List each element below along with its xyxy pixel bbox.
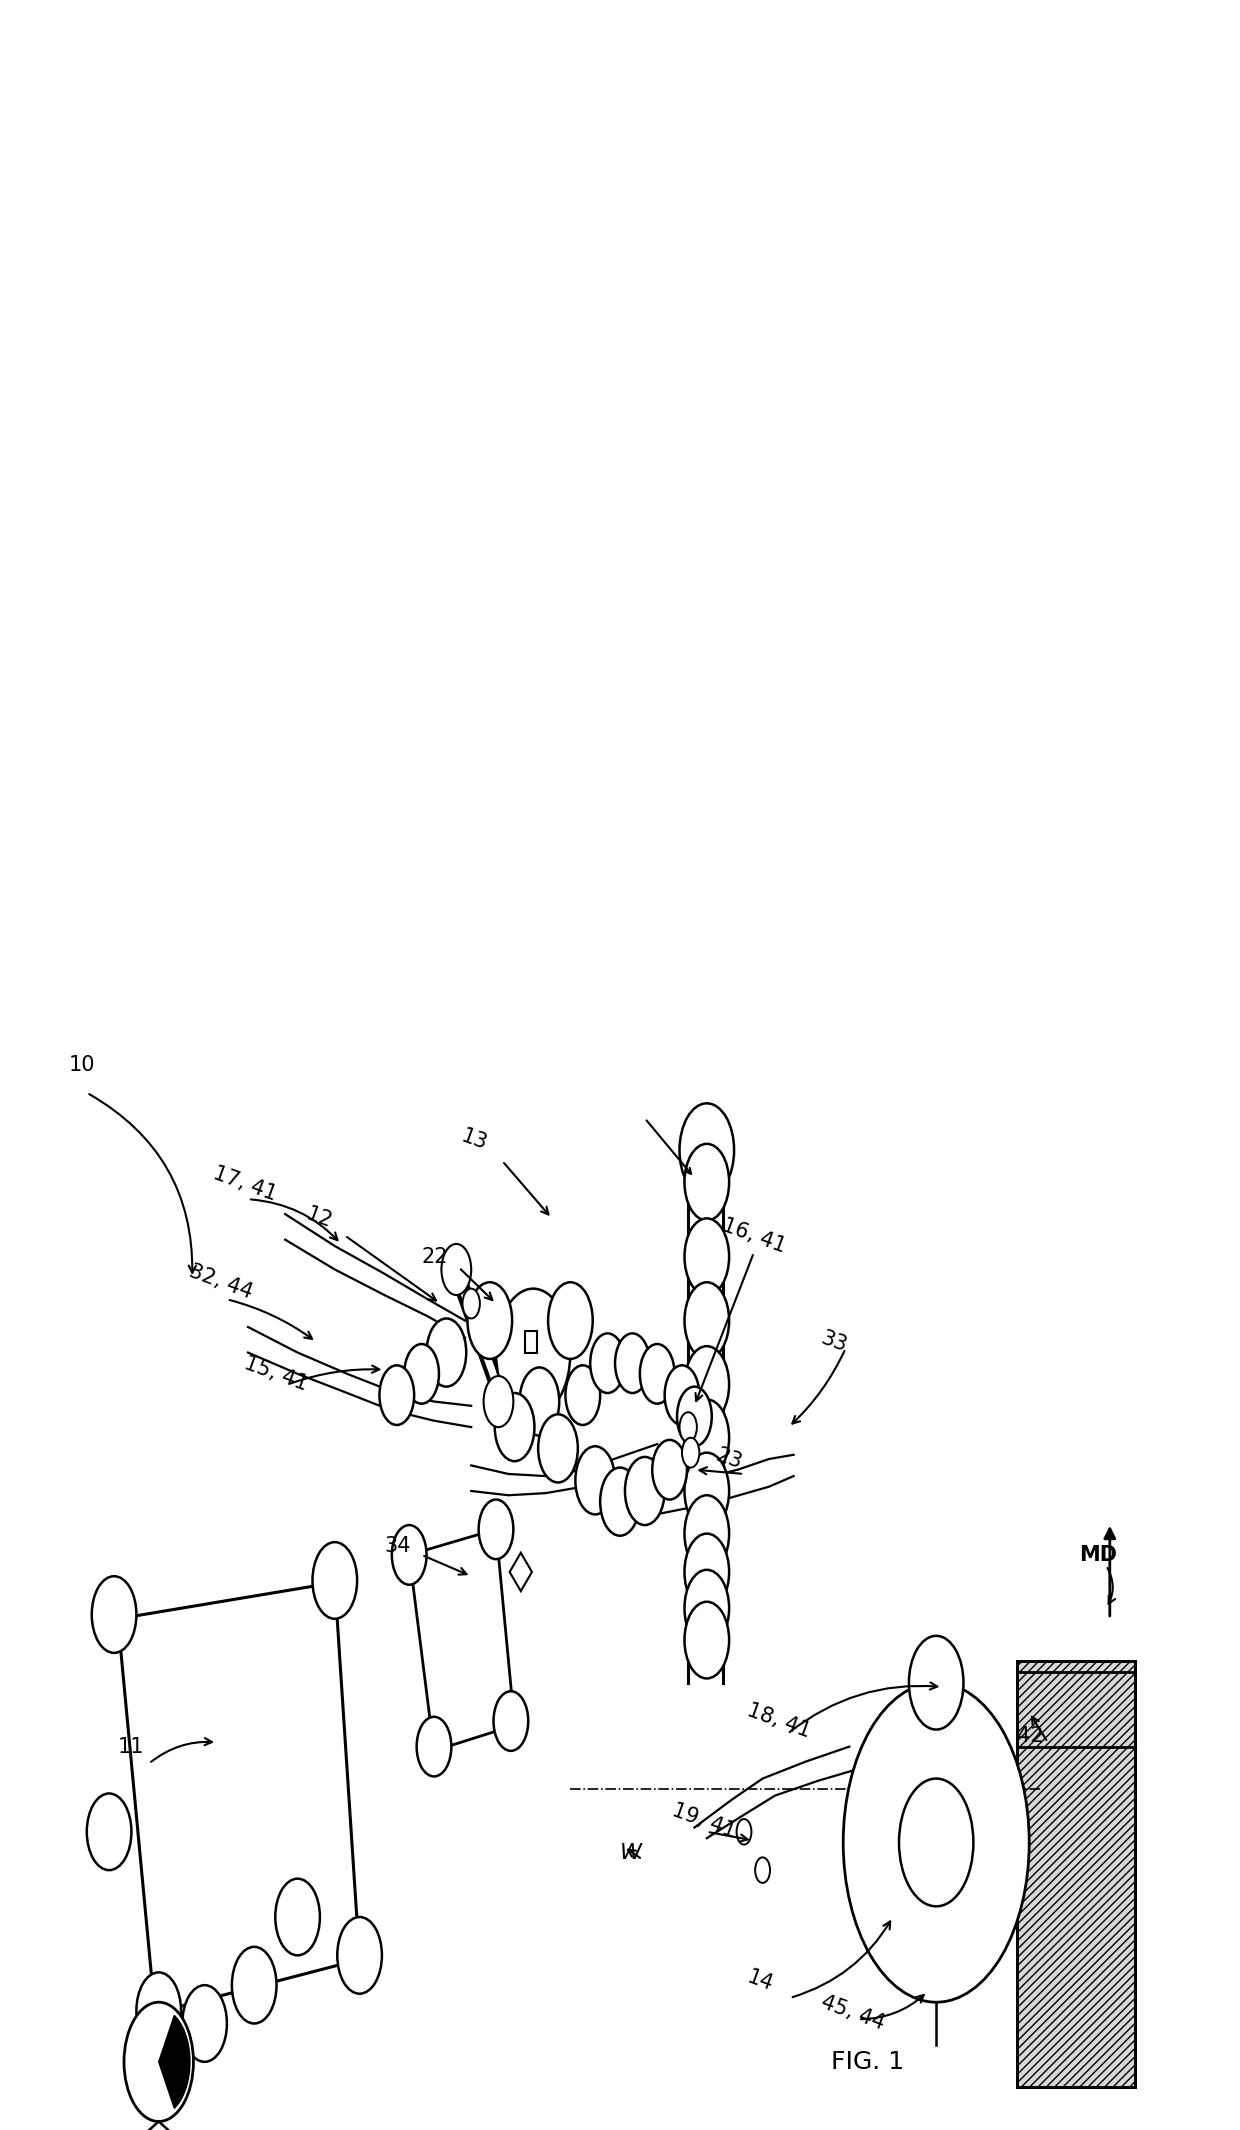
Circle shape [625, 1457, 665, 1525]
Circle shape [843, 1683, 1029, 2002]
Text: 23: 23 [713, 1444, 745, 1474]
Circle shape [684, 1282, 729, 1359]
Circle shape [136, 1972, 181, 2049]
Text: 45, 44: 45, 44 [818, 1992, 888, 2034]
Circle shape [182, 1985, 227, 2062]
Text: FIG. 1: FIG. 1 [831, 2049, 904, 2075]
Text: 12: 12 [304, 1203, 336, 1233]
Circle shape [87, 1793, 131, 1870]
Circle shape [684, 1399, 729, 1476]
Circle shape [232, 1947, 277, 2024]
Circle shape [909, 1636, 963, 1730]
Circle shape [684, 1218, 729, 1295]
Polygon shape [1017, 1661, 1135, 2087]
Circle shape [124, 2002, 193, 2121]
Text: 34: 34 [384, 1536, 410, 1557]
Text: MD: MD [1079, 1544, 1117, 1566]
Text: 19, 41: 19, 41 [670, 1800, 739, 1842]
Circle shape [92, 1576, 136, 1653]
Circle shape [467, 1282, 512, 1359]
Circle shape [479, 1500, 513, 1559]
Text: 10: 10 [68, 1054, 94, 1076]
Text: 32, 44: 32, 44 [186, 1261, 255, 1304]
Circle shape [615, 1333, 650, 1393]
Circle shape [312, 1542, 357, 1619]
Text: 13: 13 [459, 1125, 491, 1154]
Circle shape [680, 1412, 697, 1442]
Polygon shape [510, 1553, 532, 1591]
Text: 17, 41: 17, 41 [211, 1163, 280, 1206]
Circle shape [665, 1365, 699, 1425]
Polygon shape [409, 1529, 515, 1751]
Circle shape [496, 1289, 570, 1416]
Circle shape [684, 1495, 729, 1572]
Circle shape [684, 1534, 729, 1610]
Circle shape [548, 1282, 593, 1359]
Bar [525, 1331, 537, 1353]
Text: 16, 41: 16, 41 [719, 1214, 789, 1257]
Text: 18, 41: 18, 41 [744, 1700, 813, 1742]
Circle shape [684, 1570, 729, 1646]
Circle shape [684, 1346, 729, 1423]
Circle shape [275, 1879, 320, 1955]
Circle shape [495, 1393, 534, 1461]
Circle shape [682, 1438, 699, 1468]
Circle shape [680, 1103, 734, 1197]
Circle shape [520, 1367, 559, 1436]
Circle shape [755, 1857, 770, 1883]
Circle shape [427, 1318, 466, 1387]
Circle shape [575, 1446, 615, 1514]
Circle shape [392, 1525, 427, 1585]
Polygon shape [123, 2121, 195, 2130]
Text: 22: 22 [422, 1246, 448, 1267]
Circle shape [417, 1717, 451, 1776]
Polygon shape [118, 1583, 360, 2013]
Circle shape [684, 1144, 729, 1220]
Text: 15, 41: 15, 41 [242, 1353, 311, 1395]
Circle shape [538, 1414, 578, 1482]
Circle shape [463, 1289, 480, 1318]
Circle shape [600, 1468, 640, 1536]
Text: W: W [620, 1842, 642, 1864]
Circle shape [652, 1440, 687, 1500]
Circle shape [684, 1602, 729, 1678]
Text: 11: 11 [118, 1736, 144, 1757]
Circle shape [379, 1365, 414, 1425]
Circle shape [640, 1344, 675, 1404]
Circle shape [337, 1917, 382, 1994]
Circle shape [565, 1365, 600, 1425]
Text: 14: 14 [744, 1966, 776, 1996]
Circle shape [899, 1779, 973, 1906]
Text: 42: 42 [1017, 1725, 1043, 1747]
Circle shape [404, 1344, 439, 1404]
Circle shape [590, 1333, 625, 1393]
Circle shape [484, 1376, 513, 1427]
Circle shape [441, 1244, 471, 1295]
Text: 33: 33 [818, 1327, 851, 1357]
Polygon shape [159, 2015, 190, 2109]
Circle shape [494, 1691, 528, 1751]
Circle shape [684, 1453, 729, 1529]
Circle shape [677, 1387, 712, 1446]
Circle shape [737, 1819, 751, 1845]
